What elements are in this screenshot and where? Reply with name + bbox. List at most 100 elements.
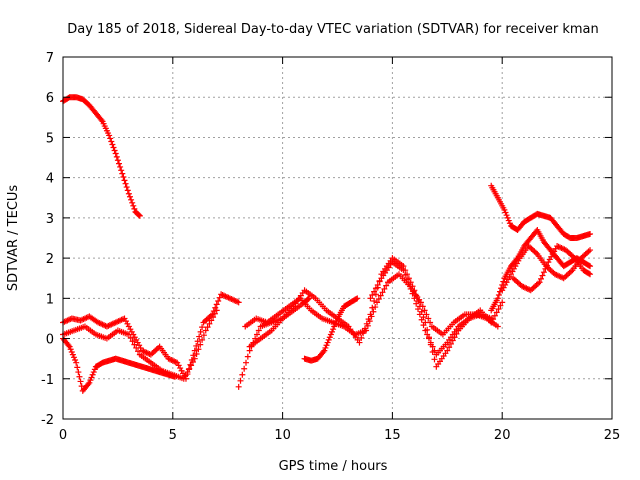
data-point bbox=[171, 373, 178, 380]
data-point bbox=[404, 276, 411, 283]
data-point bbox=[70, 354, 77, 361]
y-axis-label: SDTVAR / TECUs bbox=[6, 185, 21, 292]
data-point bbox=[190, 352, 197, 359]
data-point bbox=[585, 262, 592, 269]
data-point bbox=[184, 369, 191, 376]
data-point bbox=[77, 378, 84, 385]
data-point bbox=[402, 271, 409, 278]
x-tick-label: 5 bbox=[169, 428, 177, 443]
y-tick-label: 5 bbox=[46, 131, 54, 146]
data-point bbox=[194, 338, 201, 345]
data-point bbox=[587, 263, 594, 270]
data-point bbox=[74, 364, 81, 371]
data-point bbox=[136, 212, 143, 219]
data-point bbox=[129, 199, 136, 206]
data-point bbox=[215, 298, 222, 305]
data-point bbox=[493, 309, 500, 316]
data-point bbox=[235, 383, 242, 390]
data-point bbox=[383, 282, 390, 289]
data-point bbox=[416, 311, 423, 318]
data-point bbox=[369, 304, 376, 311]
data-point bbox=[111, 147, 118, 154]
data-point bbox=[376, 278, 383, 285]
data-point bbox=[330, 326, 337, 333]
data-point bbox=[542, 265, 549, 272]
data-point bbox=[216, 294, 223, 301]
x-tick-label: 20 bbox=[494, 428, 511, 443]
series-s14 bbox=[510, 243, 594, 294]
x-tick-label: 25 bbox=[604, 428, 621, 443]
data-point bbox=[210, 314, 217, 321]
data-point bbox=[371, 288, 378, 295]
data-point bbox=[188, 362, 195, 369]
data-point bbox=[431, 356, 438, 363]
data-point bbox=[356, 339, 363, 346]
data-point bbox=[426, 335, 432, 342]
data-point bbox=[112, 150, 119, 157]
data-point bbox=[122, 180, 129, 187]
chart-title: Day 185 of 2018, Sidereal Day-to-day VTE… bbox=[67, 22, 599, 37]
data-point bbox=[186, 365, 193, 372]
data-point bbox=[369, 291, 376, 298]
data-point bbox=[324, 339, 331, 346]
data-point bbox=[305, 295, 312, 302]
data-point bbox=[372, 285, 379, 292]
data-point bbox=[417, 299, 424, 306]
data-point bbox=[108, 138, 115, 145]
data-point bbox=[329, 328, 336, 335]
data-point bbox=[506, 220, 513, 227]
data-point bbox=[78, 383, 85, 390]
plot-frame bbox=[62, 56, 613, 420]
data-point bbox=[323, 342, 330, 349]
data-point bbox=[128, 196, 135, 203]
data-point bbox=[374, 299, 381, 306]
data-point bbox=[195, 346, 202, 353]
data-point bbox=[377, 292, 384, 299]
data-point bbox=[126, 193, 133, 200]
data-point bbox=[182, 372, 189, 379]
data-point bbox=[90, 369, 97, 376]
data-point bbox=[196, 333, 203, 340]
data-point bbox=[322, 344, 329, 351]
series-s5 bbox=[92, 355, 178, 380]
data-point bbox=[400, 267, 407, 274]
data-point bbox=[123, 184, 130, 191]
data-point bbox=[321, 347, 328, 354]
data-point bbox=[191, 347, 198, 354]
data-point bbox=[325, 336, 332, 343]
data-point bbox=[447, 340, 454, 347]
data-point bbox=[353, 296, 360, 303]
data-point bbox=[243, 359, 249, 366]
data-point bbox=[211, 310, 218, 317]
x-tick-label: 0 bbox=[59, 428, 67, 443]
data-point bbox=[587, 271, 594, 278]
series-s11 bbox=[488, 182, 594, 241]
data-point bbox=[420, 322, 427, 329]
data-point bbox=[543, 262, 550, 269]
data-point bbox=[421, 307, 428, 314]
data-point bbox=[423, 311, 430, 318]
data-point bbox=[418, 316, 425, 323]
data-point bbox=[372, 304, 379, 311]
data-point bbox=[213, 301, 220, 308]
data-point bbox=[371, 298, 378, 305]
y-tick-label: 2 bbox=[46, 252, 54, 267]
data-point bbox=[239, 371, 246, 378]
data-point bbox=[494, 295, 501, 302]
data-point bbox=[244, 353, 251, 360]
data-point bbox=[109, 141, 116, 148]
data-point bbox=[133, 344, 140, 351]
data-point bbox=[409, 290, 416, 297]
data-point bbox=[117, 163, 124, 170]
data-point bbox=[540, 269, 547, 276]
data-point bbox=[193, 342, 200, 349]
grid bbox=[63, 57, 612, 419]
data-point bbox=[587, 230, 594, 237]
data-point bbox=[213, 307, 220, 314]
y-tick-label: 3 bbox=[46, 212, 54, 227]
data-point bbox=[333, 318, 340, 325]
data-point bbox=[119, 170, 126, 177]
data-point bbox=[241, 365, 248, 372]
data-point bbox=[363, 327, 370, 334]
data-point bbox=[379, 289, 386, 296]
